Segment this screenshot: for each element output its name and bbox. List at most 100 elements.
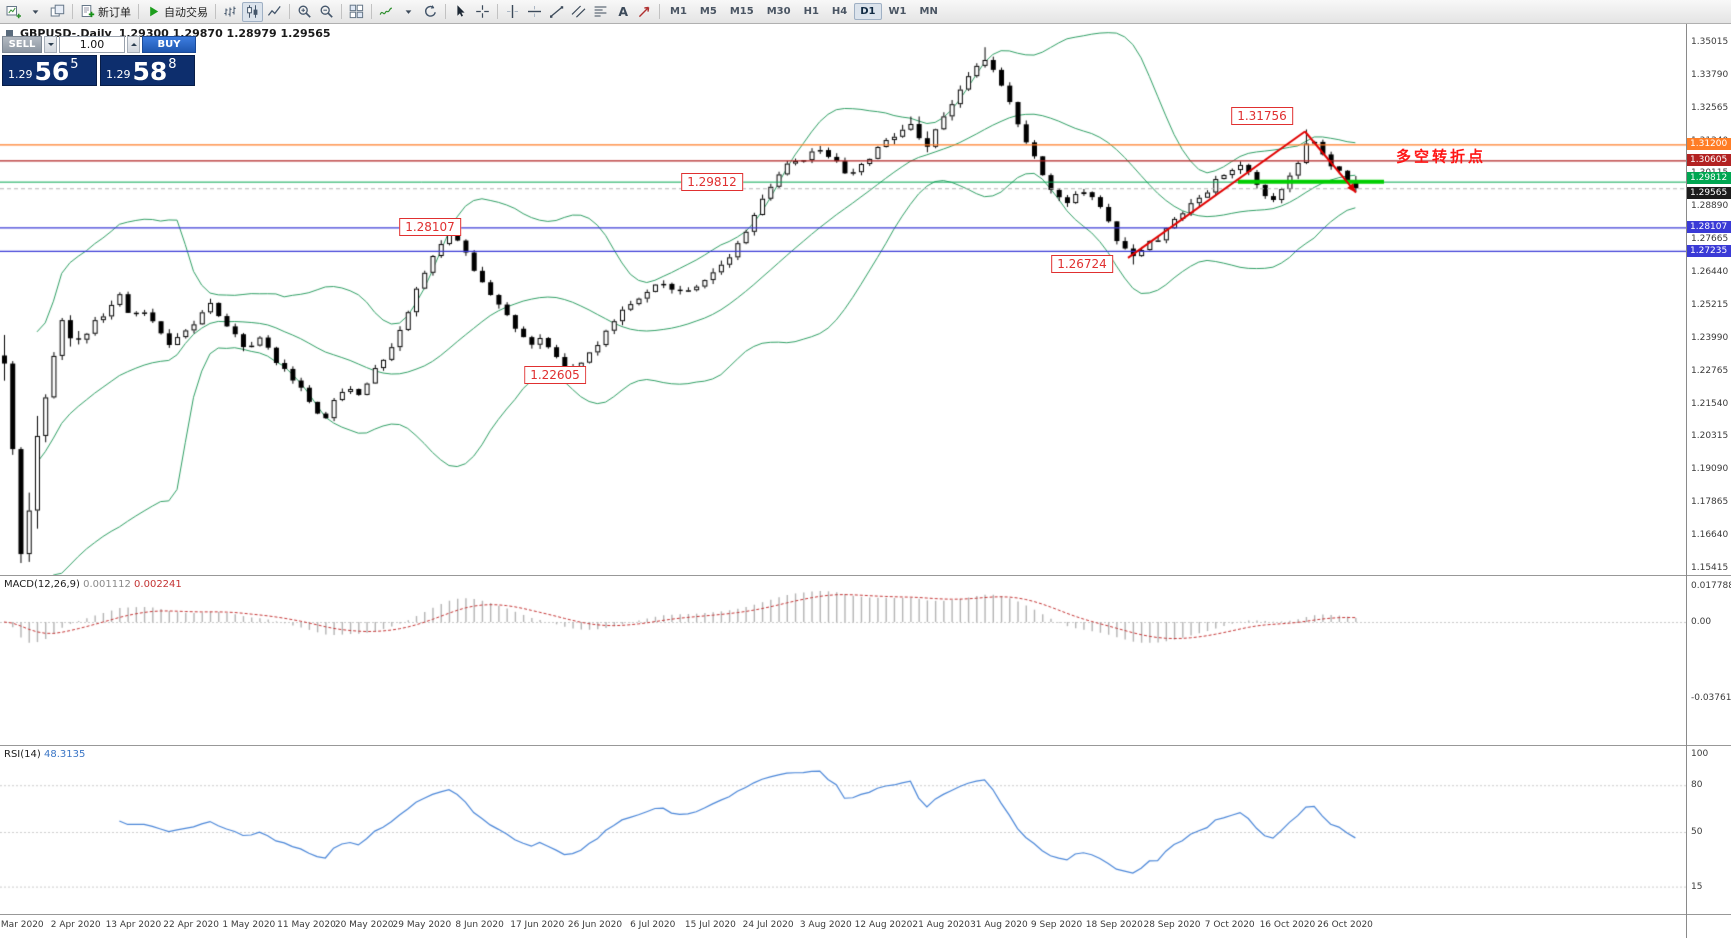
rsi-axis-label: 80	[1691, 780, 1703, 791]
timeframe-w1-button[interactable]: W1	[888, 6, 907, 17]
vertical-line-tool-icon	[507, 5, 518, 18]
zoom-out-button[interactable]	[316, 2, 337, 22]
tile-windows-button[interactable]	[346, 2, 367, 22]
rsi-axis-label: 15	[1691, 881, 1703, 892]
panel-resize-handle-macd[interactable]	[0, 575, 1731, 576]
trendline-tool-icon	[550, 6, 564, 18]
price-callout[interactable]: 1.29812	[681, 173, 743, 191]
timeframe-m1-button[interactable]: M1	[670, 6, 687, 17]
profiles-button[interactable]	[47, 2, 68, 22]
chart-list-dropdown[interactable]	[25, 2, 46, 22]
price-tick-label: 1.27665	[1691, 234, 1729, 245]
date-label: 1 May 2020	[222, 920, 276, 930]
buy-button[interactable]: BUY	[142, 36, 196, 53]
refresh-button[interactable]	[420, 2, 441, 22]
price-tick-label: 1.35015	[1691, 37, 1729, 47]
one-click-trading-panel: SELL 1.00 BUY 1.29 56 5 1.29 58 8	[2, 36, 196, 86]
candlestick-chart-button[interactable]	[242, 1, 263, 22]
date-label: 6 Jul 2020	[630, 920, 676, 930]
chart-icon	[6, 30, 13, 37]
cursor-tool-icon	[457, 5, 465, 17]
date-label: 2 Apr 2020	[50, 920, 101, 930]
bid-price-display[interactable]: 1.29 56 5	[2, 55, 97, 86]
ask-price-pipette: 8	[168, 57, 177, 72]
auto-trading-icon	[150, 6, 159, 17]
toolbar-separator	[341, 4, 342, 19]
fibonacci-tool-button[interactable]	[590, 2, 611, 22]
bar-chart-button[interactable]	[220, 2, 241, 22]
price-callout[interactable]: 1.22605	[524, 366, 586, 384]
timeframe-m5-button[interactable]: M5	[699, 6, 717, 17]
bull-bear-turning-point-annotation[interactable]: 多空转折点	[1396, 147, 1487, 166]
auto-trading-button[interactable]: 自动交易	[143, 2, 211, 22]
refresh-icon	[425, 5, 436, 17]
panel-resize-handle-rsi[interactable]	[0, 745, 1731, 746]
indicators-button[interactable]	[376, 2, 397, 22]
price-tick-label: 1.23990	[1691, 332, 1729, 343]
price-axis[interactable]: 1.350151.337901.325651.313401.301151.288…	[1687, 0, 1731, 914]
line-chart-icon	[267, 6, 281, 16]
date-label: 4 Mar 2020	[0, 920, 44, 930]
indicators-icon	[379, 7, 393, 15]
tile-windows-icon	[349, 4, 364, 19]
toolbar-separator	[497, 4, 498, 19]
line-chart-button[interactable]	[264, 2, 285, 22]
date-label: 11 May 2020	[277, 920, 336, 930]
ask-price-big-digits: 58	[132, 57, 168, 86]
date-label: 3 Aug 2020	[799, 920, 852, 930]
cursor-tool-button[interactable]	[450, 2, 471, 22]
zoom-in-button[interactable]	[294, 2, 315, 22]
arrow-tool-icon	[638, 6, 650, 18]
time-axis-separator	[0, 914, 1731, 915]
crosshair-tool-button[interactable]	[472, 2, 493, 22]
volume-decrease-button[interactable]	[44, 36, 57, 53]
volume-input[interactable]: 1.00	[59, 36, 125, 53]
new-chart-icon	[6, 6, 21, 19]
timeframe-mn-button[interactable]: MN	[919, 6, 938, 17]
price-callout[interactable]: 1.31756	[1231, 107, 1293, 125]
bid-price-prefix: 1.29	[8, 68, 33, 81]
trendline-tool-button[interactable]	[546, 2, 567, 22]
chart-list-icon	[32, 10, 39, 14]
macd-name: MACD(12,26,9)	[4, 579, 80, 590]
date-label: 7 Oct 2020	[1204, 920, 1255, 930]
text-tool-icon: A	[618, 4, 628, 19]
date-label: 18 Sep 2020	[1085, 920, 1143, 930]
price-axis-separator	[1686, 0, 1687, 938]
price-callout[interactable]: 1.26724	[1051, 255, 1113, 273]
new-order-button[interactable]: 新订单	[77, 2, 134, 22]
timeframe-m30-button[interactable]: M30	[766, 6, 791, 17]
price-tag: 1.31200	[1687, 138, 1731, 151]
zoom-in-icon	[298, 5, 311, 18]
indicators-dropdown[interactable]	[398, 2, 419, 22]
date-label: 12 Aug 2020	[854, 920, 913, 930]
chart-canvas[interactable]	[0, 0, 1686, 914]
ask-price-display[interactable]: 1.29 58 8	[100, 55, 195, 86]
macd-main-value: 0.001112	[83, 579, 131, 590]
bid-price-big-digits: 56	[34, 57, 70, 86]
vertical-line-tool-button[interactable]	[502, 2, 523, 22]
timeframe-h1-button[interactable]: H1	[803, 6, 819, 17]
price-tick-label: 1.32565	[1691, 102, 1729, 113]
channel-tool-icon	[571, 5, 586, 18]
timeframe-d1-button[interactable]: D1	[854, 3, 882, 20]
date-label: 15 Jul 2020	[684, 920, 736, 930]
channel-tool-button[interactable]	[568, 2, 589, 22]
price-tick-label: 1.26440	[1691, 267, 1729, 278]
toolbar: 新订单 自动交易 A M1 M5 M15 M30 H1 H4 D1 W1 MN	[0, 0, 1731, 24]
timeframe-h4-button[interactable]: H4	[831, 6, 848, 17]
toolbar-separator	[215, 4, 216, 19]
new-chart-button[interactable]	[3, 2, 24, 22]
volume-increase-button[interactable]	[127, 36, 140, 53]
price-callout[interactable]: 1.28107	[399, 218, 461, 236]
horizontal-line-tool-button[interactable]	[524, 2, 545, 22]
date-label: 21 Aug 2020	[912, 920, 971, 930]
sell-button[interactable]: SELL	[2, 36, 42, 53]
timeframe-m15-button[interactable]: M15	[729, 6, 754, 17]
text-tool-button[interactable]: A	[612, 2, 633, 22]
arrow-tool-button[interactable]	[634, 2, 655, 22]
profiles-icon	[50, 4, 65, 17]
bar-chart-icon	[224, 6, 236, 17]
fibonacci-tool-icon	[594, 6, 607, 17]
